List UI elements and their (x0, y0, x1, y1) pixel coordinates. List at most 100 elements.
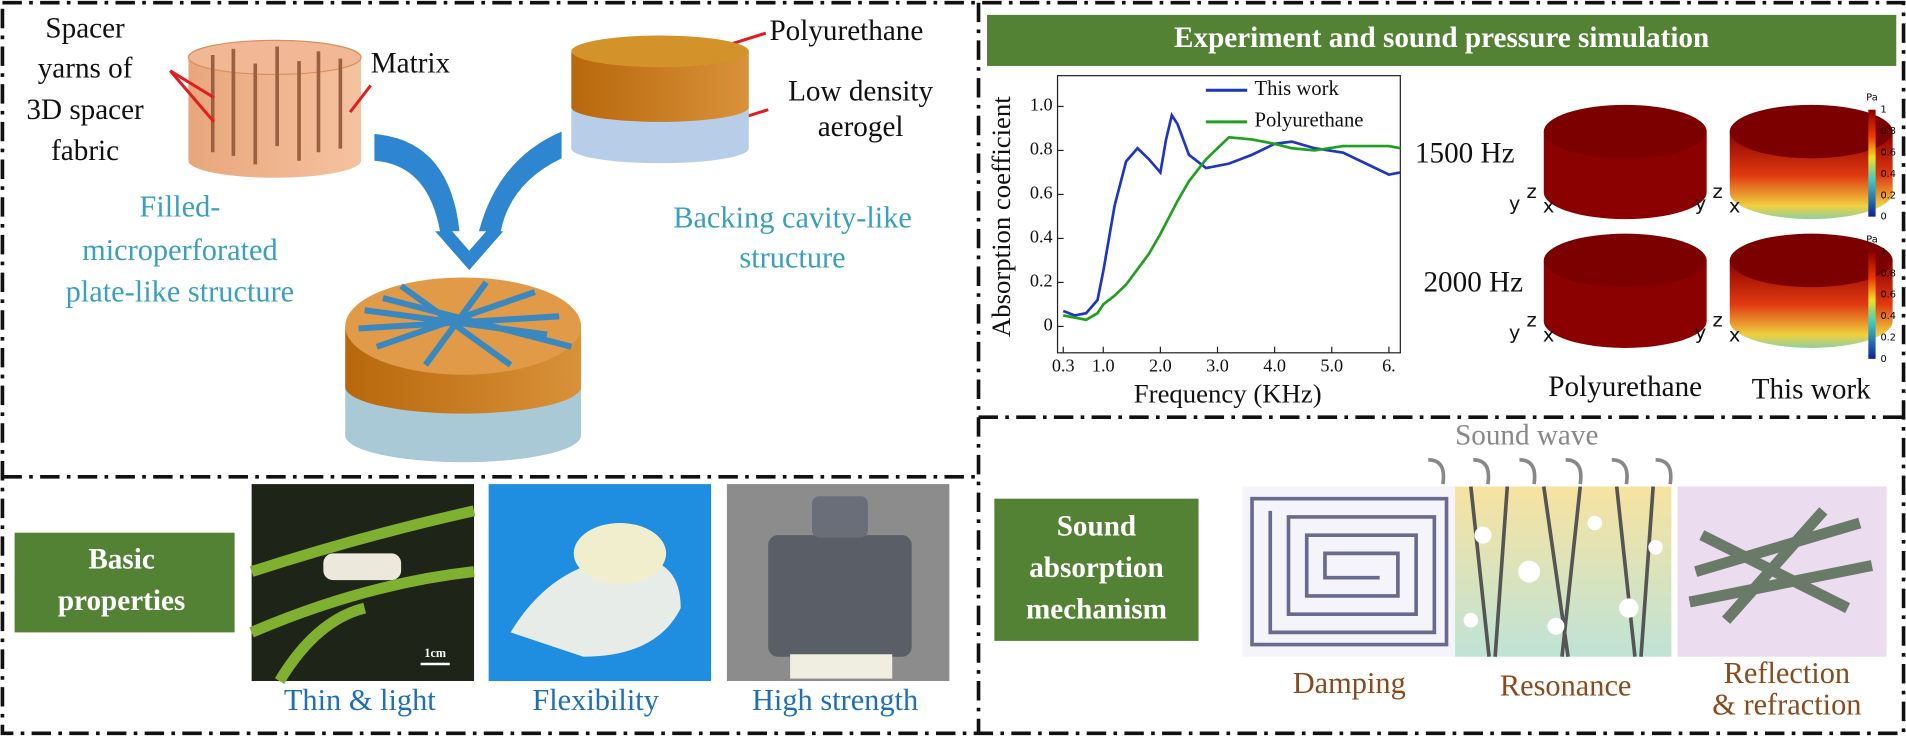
y-tick-label: 0.8 (1030, 139, 1053, 159)
x-axis-label: Frequency (KHz) (1134, 379, 1322, 409)
legend-label: This work (1254, 78, 1339, 100)
panel-title: Sound (1057, 511, 1136, 543)
colorbar-label: 0.6 (1880, 147, 1895, 158)
axis-triad: z (1527, 180, 1537, 203)
column-label: This work (1752, 373, 1871, 405)
title-banner (987, 14, 1897, 66)
caption: High strength (752, 683, 918, 717)
pores (1463, 515, 1663, 635)
scale-label: 1cm (424, 646, 446, 660)
axis-triad: y (1695, 321, 1707, 344)
glove (510, 557, 681, 657)
yarns (210, 46, 343, 165)
label: fabric (51, 135, 119, 167)
label: Polyurethane (769, 15, 923, 47)
colorbar-label: 1 (1880, 247, 1886, 258)
label: structure (739, 240, 845, 274)
y-axis-label: Absorption coefficient (986, 96, 1016, 337)
colorbar-label: 0.2 (1880, 332, 1895, 343)
axis-triad: x (1729, 323, 1741, 346)
weight-handle (811, 496, 868, 538)
resonance-fibers (1469, 486, 1655, 657)
title-box (994, 498, 1199, 641)
maze (1242, 486, 1456, 657)
caption: & refraction (1712, 688, 1861, 722)
axis-triad: y (1509, 321, 1521, 344)
column-label: Polyurethane (1548, 371, 1702, 403)
aerogel-layer (571, 107, 749, 164)
cylinder-top (571, 35, 749, 68)
panel-title: Basic (88, 544, 154, 576)
panel-title: properties (58, 585, 185, 617)
x-tick-label: 0.3 (1052, 356, 1075, 376)
sample (323, 553, 402, 581)
wave-arrows (1428, 457, 1673, 485)
colorbar-unit: Pa (1866, 93, 1877, 104)
colorbar-label: 0.8 (1880, 126, 1895, 137)
x-tick-label: 5.0 (1320, 356, 1343, 376)
frequency-label: 1500 Hz (1415, 138, 1515, 170)
legend-label: Polyurethane (1254, 110, 1363, 132)
plot-area (1056, 75, 1401, 354)
colorbar-label: 0.4 (1880, 169, 1895, 180)
leaves (249, 505, 476, 684)
sample (573, 522, 667, 584)
colorbar-label: 0 (1880, 354, 1886, 365)
pressure-top (1729, 233, 1893, 288)
colorbar (1868, 109, 1876, 217)
x-tick-label: 4.0 (1263, 356, 1286, 376)
panel-title: mechanism (1026, 593, 1167, 625)
label: aerogel (818, 111, 904, 143)
series-line (1062, 135, 1401, 322)
fibers (358, 280, 573, 368)
caption: Damping (1293, 666, 1406, 700)
label: 3D spacer (26, 94, 144, 126)
pressure-top (1729, 104, 1893, 159)
colorbar-unit: Pa (1866, 235, 1877, 246)
panel-title: Experiment and sound pressure simulation (1174, 22, 1709, 54)
label: Spacer (45, 12, 125, 44)
sample (790, 654, 893, 679)
colorbar-label: 0.2 (1880, 190, 1895, 201)
caption: Thin & light (284, 683, 436, 717)
label: Matrix (371, 48, 451, 80)
x-tick-label: 6. (1382, 356, 1396, 376)
axis-triad: x (1729, 194, 1741, 217)
x-tick-label: 2.0 (1149, 356, 1172, 376)
pressure-top (1543, 233, 1707, 288)
axis-triad: y (1695, 192, 1707, 215)
y-tick-label: 0.6 (1030, 183, 1053, 203)
label: microperforated (82, 233, 278, 267)
caption: Resonance (1500, 668, 1632, 702)
axis-triad: z (1712, 180, 1722, 203)
fabrication: Spacer yarns of 3D spacer fabric Matrix … (26, 12, 934, 463)
axis-triad: z (1527, 309, 1537, 332)
label: Backing cavity-like (673, 200, 912, 234)
x-tick-label: 3.0 (1206, 356, 1229, 376)
colorbar-label: 0.8 (1880, 268, 1895, 279)
y-tick-label: 1.0 (1030, 95, 1053, 115)
label: yarns of (38, 52, 133, 84)
weight (768, 535, 912, 657)
pressure-top (1543, 104, 1707, 159)
label: Filled- (139, 189, 220, 223)
axis-triad: x (1543, 323, 1555, 346)
maze-walls (1250, 496, 1449, 647)
axis-triad: z (1712, 309, 1722, 332)
label: Low density (788, 76, 933, 108)
colorbar-label: 0.4 (1880, 311, 1895, 322)
label: plate-like structure (66, 274, 295, 308)
frequency-label: 2000 Hz (1423, 266, 1523, 298)
axis-triad: x (1543, 194, 1555, 217)
y-tick-label: 0.4 (1030, 227, 1053, 247)
title-box (14, 532, 235, 633)
x-tick-label: 1.0 (1092, 356, 1115, 376)
caption: Flexibility (532, 683, 659, 717)
reflection-fibers (1688, 507, 1874, 624)
panel-title: absorption (1029, 552, 1163, 584)
colorbar (1868, 251, 1876, 359)
merge-arrow (374, 131, 562, 271)
axis-triad: y (1509, 192, 1521, 215)
